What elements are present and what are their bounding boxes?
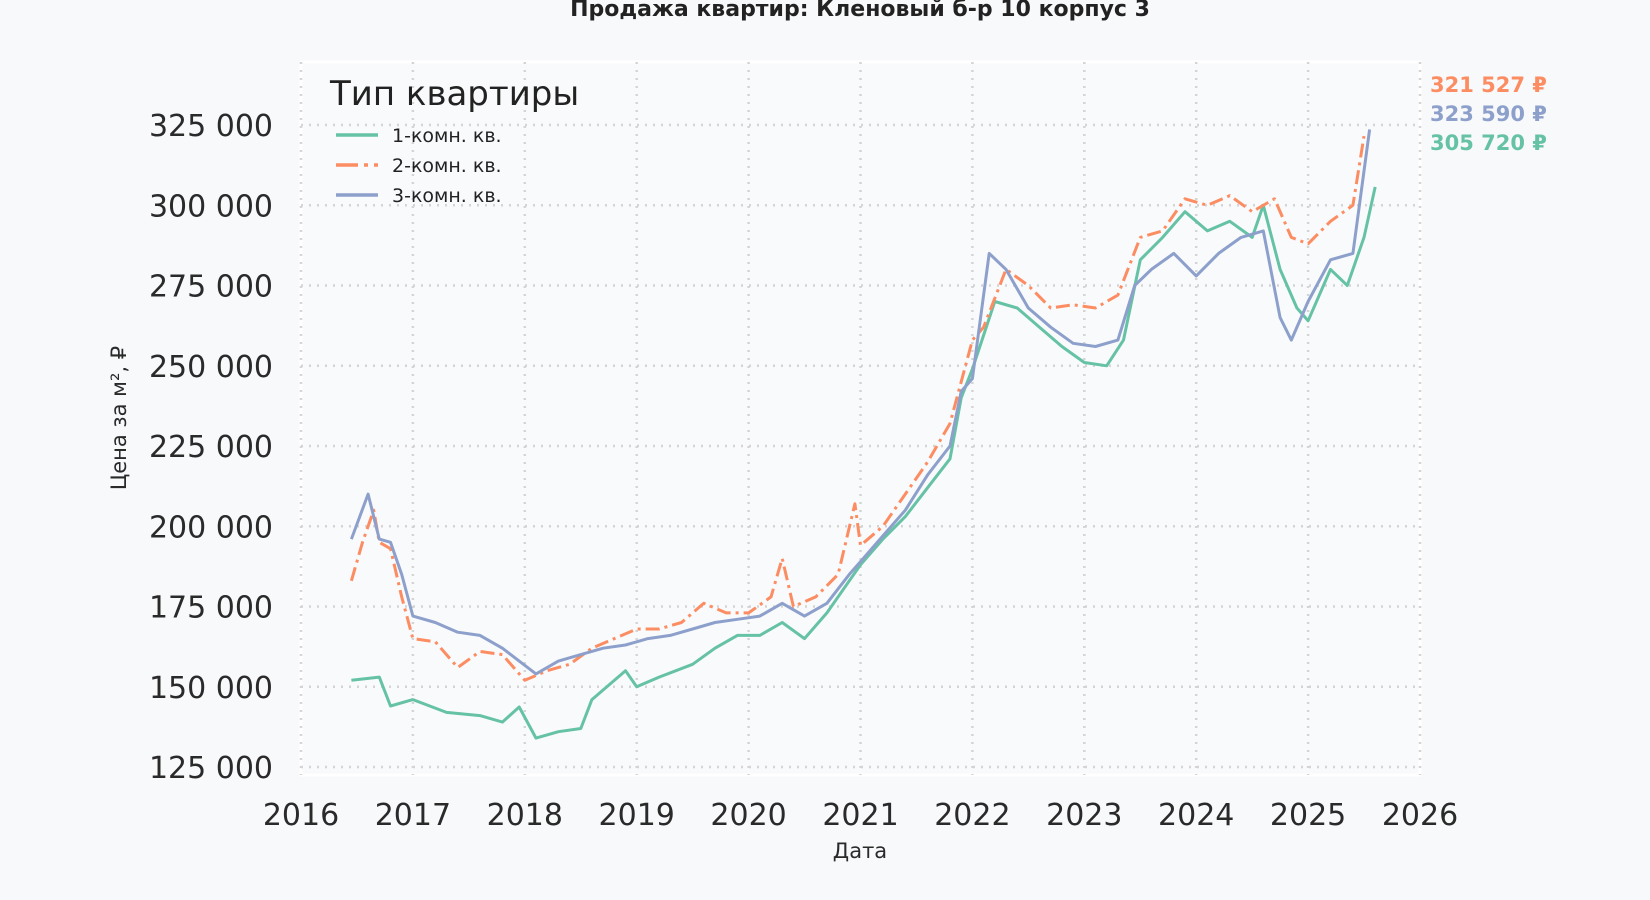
y-tick-label: 275 000 xyxy=(149,270,273,305)
x-tick-label: 2019 xyxy=(599,798,675,833)
x-tick-label: 2022 xyxy=(934,798,1010,833)
y-axis-label: Цена за м², ₽ xyxy=(107,346,131,490)
y-tick-label: 150 000 xyxy=(149,671,273,706)
end-value-label: 321 527 ₽ xyxy=(1430,73,1547,97)
x-tick-label: 2021 xyxy=(822,798,898,833)
legend: Тип квартиры 1-комн. кв. 2-комн. кв. 3-ком… xyxy=(329,74,579,207)
plot-area xyxy=(299,60,1422,777)
x-tick-label: 2026 xyxy=(1382,798,1458,833)
x-tick-label: 2024 xyxy=(1158,798,1234,833)
x-tick-label: 2018 xyxy=(487,798,563,833)
end-value-label: 305 720 ₽ xyxy=(1430,131,1547,155)
x-tick-label: 2017 xyxy=(375,798,451,833)
y-tick-label: 175 000 xyxy=(149,591,273,626)
legend-label: 1-комн. кв. xyxy=(392,125,502,147)
y-tick-label: 250 000 xyxy=(149,350,273,385)
series-lines xyxy=(349,129,1377,740)
legend-label: 3-комн. кв. xyxy=(392,185,502,207)
x-tick-label: 2023 xyxy=(1046,798,1122,833)
end-labels: 305 720 ₽ 321 527 ₽ 323 590 ₽ xyxy=(1430,73,1547,155)
y-tick-label: 300 000 xyxy=(149,189,273,224)
x-axis-label: Дата xyxy=(833,839,887,863)
x-tick-label: 2016 xyxy=(263,798,339,833)
x-tick-label: 2025 xyxy=(1270,798,1346,833)
y-tick-label: 125 000 xyxy=(149,751,273,786)
y-tick-label: 225 000 xyxy=(149,430,273,465)
x-axis-ticks: 2016 2017 2018 2019 2020 2021 2022 2023 2024 2025… xyxy=(263,798,1458,833)
legend-label: 2-комн. кв. xyxy=(392,155,502,177)
y-tick-label: 200 000 xyxy=(149,510,273,545)
end-value-label: 323 590 ₽ xyxy=(1430,102,1547,126)
legend-title: Тип квартиры xyxy=(329,74,579,114)
series-line-2 xyxy=(349,135,1366,682)
y-tick-label: 325 000 xyxy=(149,109,273,144)
x-tick-label: 2020 xyxy=(710,798,786,833)
chart-title: Продажа квартир: Кленовый б-р 10 корпус … xyxy=(570,0,1150,22)
y-axis-ticks: 125 000 150 000 175 000 200 000 225 000 250 0… xyxy=(149,109,273,786)
